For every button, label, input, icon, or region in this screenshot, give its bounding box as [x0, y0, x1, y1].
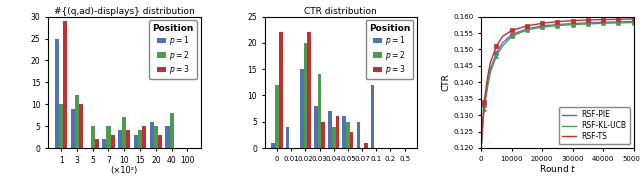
- RSF-PIE: [477, 147, 485, 149]
- Bar: [307, 32, 311, 148]
- Bar: [75, 95, 79, 148]
- RSF-KL-UCB: [570, 23, 577, 26]
- Y-axis label: CTR: CTR: [442, 73, 451, 91]
- Bar: [275, 85, 279, 148]
- X-axis label: (×10²): (×10²): [111, 166, 138, 175]
- RSF-KL-UCB: [609, 22, 616, 24]
- Bar: [79, 104, 83, 148]
- RSF-TS: [486, 61, 494, 63]
- Bar: [158, 135, 162, 148]
- Bar: [321, 122, 325, 148]
- Bar: [356, 122, 360, 148]
- Bar: [55, 38, 59, 148]
- Bar: [142, 126, 146, 148]
- Line: RSF-TS: RSF-TS: [481, 19, 634, 148]
- Bar: [349, 132, 353, 148]
- Bar: [59, 104, 63, 148]
- Bar: [300, 69, 303, 148]
- Bar: [166, 126, 170, 148]
- RSF-TS: [593, 19, 600, 21]
- RSF-TS: [570, 19, 577, 22]
- RSF-PIE: [575, 22, 582, 24]
- Legend: $p=1$, $p=2$, $p=3$: $p=1$, $p=2$, $p=3$: [365, 21, 413, 79]
- X-axis label: Round $t$: Round $t$: [539, 163, 576, 174]
- Bar: [328, 111, 332, 148]
- Bar: [303, 43, 307, 148]
- Bar: [134, 135, 138, 148]
- RSF-TS: [477, 147, 485, 149]
- Bar: [122, 117, 126, 148]
- Bar: [154, 126, 158, 148]
- RSF-TS: [575, 19, 582, 21]
- Bar: [364, 143, 367, 148]
- Bar: [91, 126, 95, 148]
- RSF-KL-UCB: [486, 71, 494, 73]
- RSF-PIE: [593, 21, 600, 24]
- Bar: [314, 106, 317, 148]
- Title: CTR distribution: CTR distribution: [305, 7, 377, 16]
- Bar: [63, 21, 67, 148]
- Bar: [285, 127, 289, 148]
- Bar: [279, 32, 282, 148]
- Bar: [371, 85, 374, 148]
- RSF-KL-UCB: [566, 24, 573, 26]
- Bar: [342, 117, 346, 148]
- Bar: [71, 109, 75, 148]
- RSF-KL-UCB: [593, 22, 600, 25]
- RSF-KL-UCB: [575, 23, 582, 25]
- Bar: [102, 139, 106, 148]
- RSF-PIE: [566, 23, 573, 25]
- Bar: [126, 130, 131, 148]
- RSF-PIE: [630, 21, 637, 23]
- RSF-PIE: [486, 68, 494, 70]
- Bar: [332, 127, 335, 148]
- RSF-PIE: [609, 21, 616, 23]
- Title: #{(q,ad)-displays} distribution: #{(q,ad)-displays} distribution: [54, 7, 195, 16]
- RSF-TS: [609, 18, 616, 21]
- Line: RSF-KL-UCB: RSF-KL-UCB: [481, 23, 634, 148]
- Bar: [118, 130, 122, 148]
- Bar: [271, 143, 275, 148]
- Bar: [170, 113, 173, 148]
- RSF-TS: [630, 18, 637, 20]
- Bar: [106, 126, 111, 148]
- RSF-KL-UCB: [630, 21, 637, 24]
- Bar: [138, 130, 142, 148]
- RSF-PIE: [570, 22, 577, 25]
- Bar: [95, 139, 99, 148]
- Bar: [317, 74, 321, 148]
- Line: RSF-PIE: RSF-PIE: [481, 22, 634, 148]
- Bar: [346, 122, 349, 148]
- Legend: RSF-PIE, RSF-KL-UCB, RSF-TS: RSF-PIE, RSF-KL-UCB, RSF-TS: [559, 107, 630, 144]
- RSF-KL-UCB: [477, 147, 485, 149]
- Bar: [335, 117, 339, 148]
- Legend: $p=1$, $p=2$, $p=3$: $p=1$, $p=2$, $p=3$: [149, 21, 196, 79]
- Bar: [111, 135, 115, 148]
- RSF-TS: [566, 20, 573, 22]
- Bar: [150, 122, 154, 148]
